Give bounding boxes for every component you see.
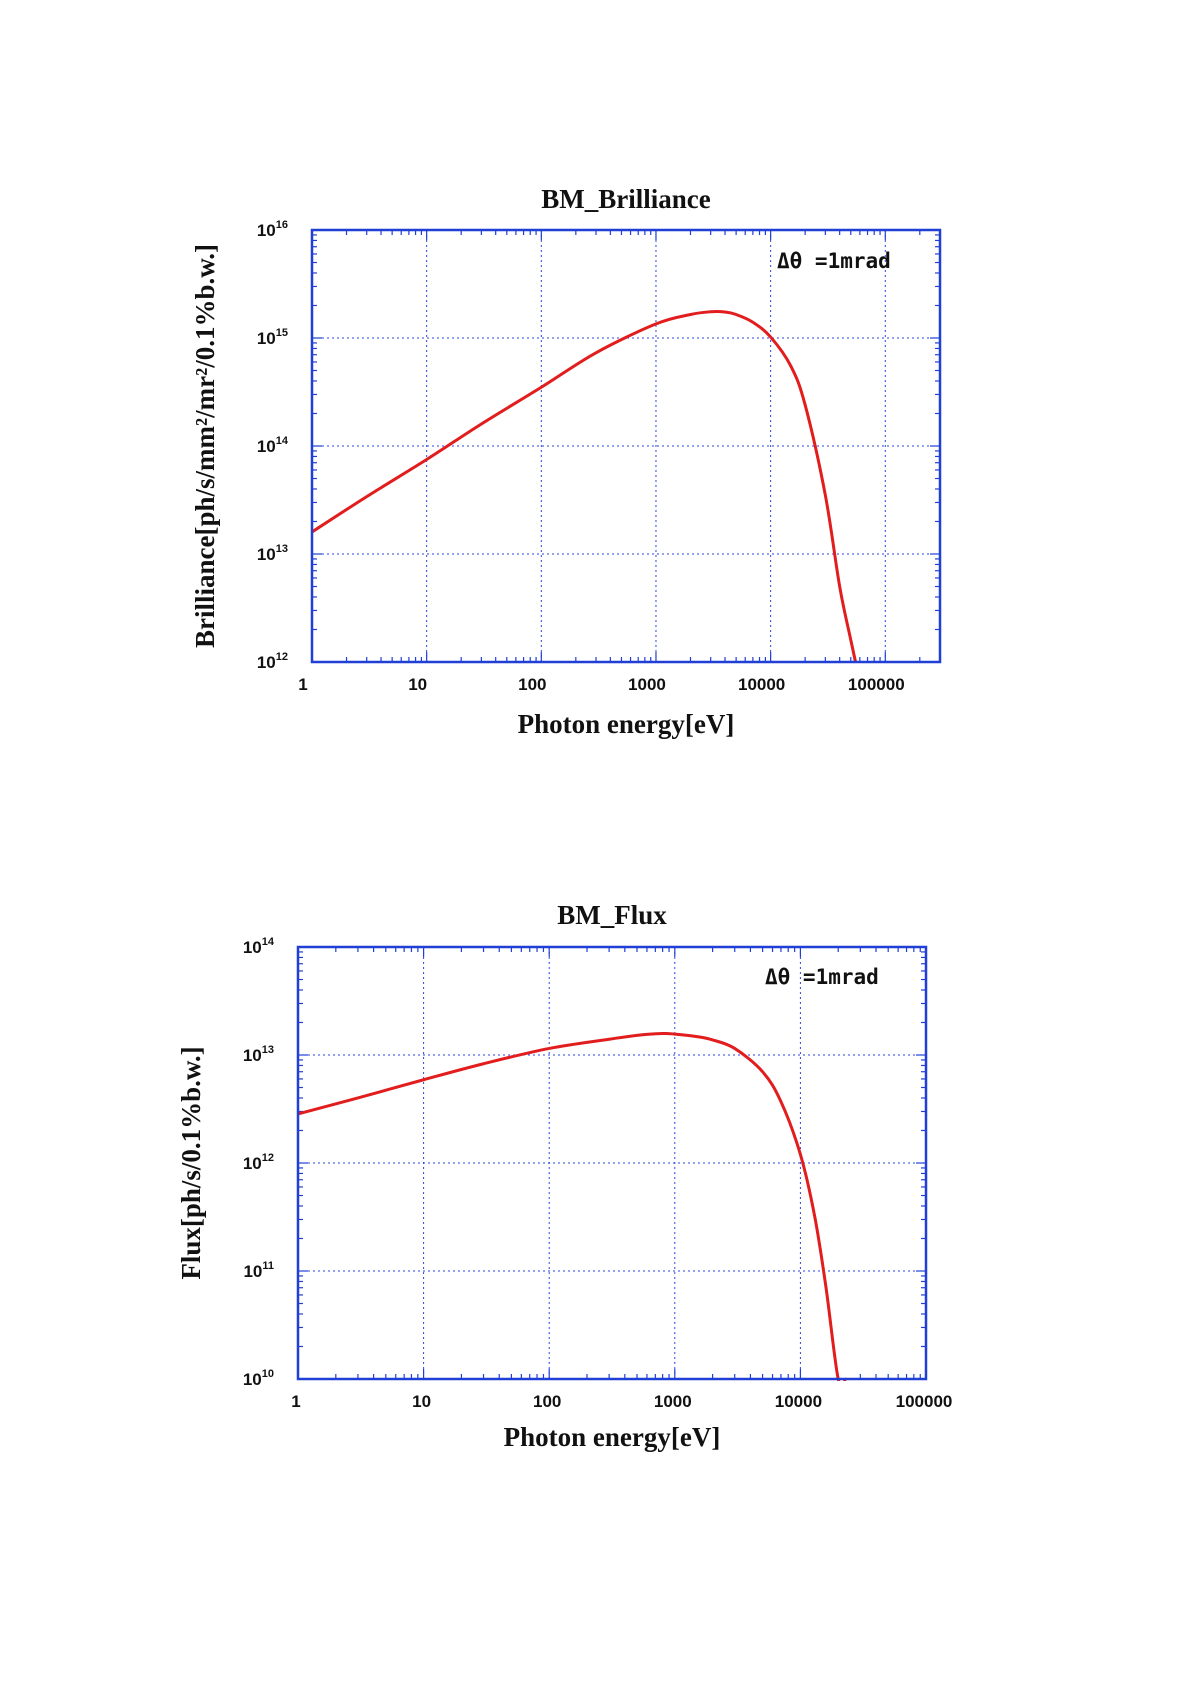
y-axis-label: Flux[ph/s/0.1%b.w.]	[176, 1046, 206, 1279]
x-tick-label: 100000	[848, 675, 905, 694]
x-tick-label: 10	[408, 675, 427, 694]
x-tick-label: 1000	[628, 675, 666, 694]
plot-frame	[310, 228, 942, 664]
y-tick-label: 1014	[243, 936, 275, 957]
y-tick-label: 1016	[257, 219, 288, 240]
series-line	[298, 1031, 848, 1381]
y-axis-label: Brilliance[ph/s/mm²/mr²/0.1%b.w.]	[190, 244, 220, 648]
series-line	[312, 310, 857, 663]
chart-title: BM_Brilliance	[541, 184, 710, 214]
y-tick-label: 1014	[257, 435, 289, 456]
ticks	[311, 229, 941, 663]
y-tick-label: 1011	[243, 1260, 274, 1281]
x-axis-label: Photon energy[eV]	[504, 1422, 721, 1452]
x-tick-label: 1	[298, 675, 307, 694]
y-tick-label: 1015	[257, 327, 288, 348]
delta-theta-annotation: Δθ =1mrad	[777, 249, 891, 273]
x-tick-label: 10000	[738, 675, 785, 694]
ticks	[297, 946, 927, 1380]
x-tick-label: 100000	[896, 1392, 953, 1411]
grid	[312, 230, 940, 662]
y-tick-label: 1010	[243, 1368, 274, 1389]
x-tick-label: 1	[291, 1392, 300, 1411]
chart-title: BM_Flux	[557, 900, 667, 930]
delta-theta-annotation: Δθ =1mrad	[765, 965, 879, 989]
x-axis-label: Photon energy[eV]	[518, 709, 735, 739]
y-tick-label: 1012	[243, 1152, 274, 1173]
x-tick-label: 100	[518, 675, 546, 694]
y-tick-label: 1013	[243, 1044, 274, 1065]
x-tick-label: 10	[412, 1392, 431, 1411]
x-tick-label: 1000	[654, 1392, 692, 1411]
x-tick-label: 100	[533, 1392, 561, 1411]
grid	[298, 947, 926, 1379]
x-tick-label: 10000	[775, 1392, 822, 1411]
y-tick-label: 1013	[257, 543, 288, 564]
flux-chart: BM_Flux 1 10 100 1000 10000 100000 1010 1011 1012…	[176, 900, 952, 1452]
y-tick-label: 1012	[257, 651, 288, 672]
brilliance-chart: BM_Brilliance 1 10 100 1000 10000 100000 1012 10…	[190, 184, 942, 739]
plot-frame	[296, 945, 928, 1381]
